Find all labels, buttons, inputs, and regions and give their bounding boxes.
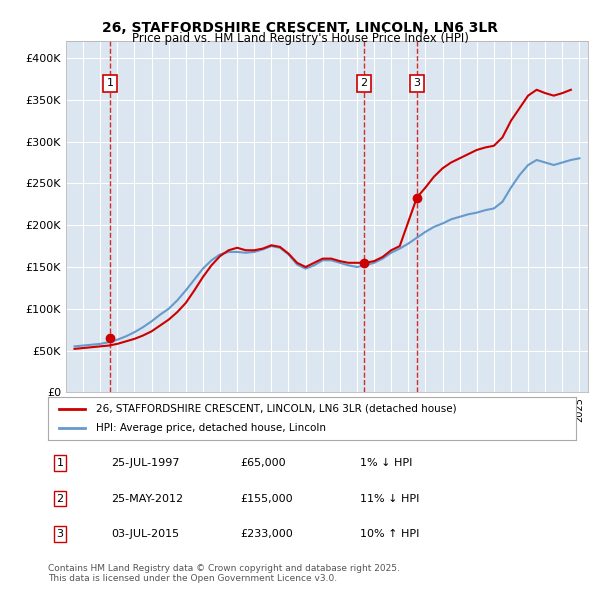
Text: Price paid vs. HM Land Registry's House Price Index (HPI): Price paid vs. HM Land Registry's House … [131, 32, 469, 45]
Text: 26, STAFFORDSHIRE CRESCENT, LINCOLN, LN6 3LR (detached house): 26, STAFFORDSHIRE CRESCENT, LINCOLN, LN6… [95, 404, 456, 414]
Text: 03-JUL-2015: 03-JUL-2015 [111, 529, 179, 539]
Text: Contains HM Land Registry data © Crown copyright and database right 2025.
This d: Contains HM Land Registry data © Crown c… [48, 563, 400, 583]
Text: 1% ↓ HPI: 1% ↓ HPI [360, 458, 412, 468]
Text: HPI: Average price, detached house, Lincoln: HPI: Average price, detached house, Linc… [95, 422, 326, 432]
Text: 1: 1 [106, 78, 113, 88]
Text: 3: 3 [56, 529, 64, 539]
Text: 11% ↓ HPI: 11% ↓ HPI [360, 494, 419, 503]
Text: 3: 3 [413, 78, 421, 88]
Text: £233,000: £233,000 [240, 529, 293, 539]
Text: 2: 2 [56, 494, 64, 503]
Text: 1: 1 [56, 458, 64, 468]
Text: £155,000: £155,000 [240, 494, 293, 503]
Text: 10% ↑ HPI: 10% ↑ HPI [360, 529, 419, 539]
Text: 25-JUL-1997: 25-JUL-1997 [111, 458, 179, 468]
Text: 26, STAFFORDSHIRE CRESCENT, LINCOLN, LN6 3LR: 26, STAFFORDSHIRE CRESCENT, LINCOLN, LN6… [102, 21, 498, 35]
Text: £65,000: £65,000 [240, 458, 286, 468]
Text: 25-MAY-2012: 25-MAY-2012 [111, 494, 183, 503]
Text: 2: 2 [360, 78, 367, 88]
